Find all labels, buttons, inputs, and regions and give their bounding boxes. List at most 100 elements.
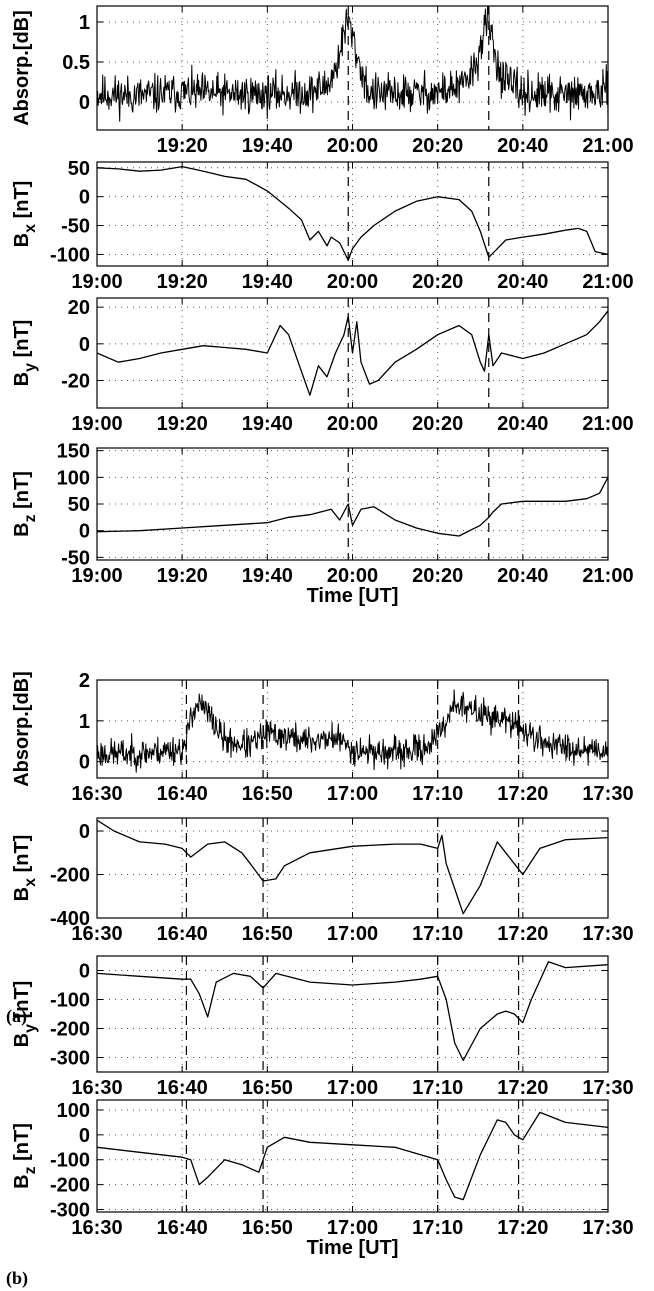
y-tick-label: -50: [61, 216, 90, 238]
x-tick-label: 17:20: [497, 783, 548, 805]
x-axis-label: Time [UT]: [307, 585, 399, 607]
y-tick-label: 50: [68, 494, 90, 516]
y-tick-label: 0: [79, 961, 90, 983]
x-tick-label: 19:20: [157, 565, 208, 587]
x-tick-label: 17:20: [497, 923, 548, 945]
figure-label-a: (a): [6, 1006, 27, 1027]
figure-label-b: (b): [6, 1268, 28, 1289]
x-tick-label: 19:00: [71, 271, 122, 293]
x-tick-label: 16:30: [71, 923, 122, 945]
y-tick-label: 1: [79, 711, 90, 733]
x-tick-label: 17:30: [582, 1077, 633, 1099]
series-line: [96, 961, 609, 1062]
y-tick-label: 0: [79, 187, 90, 209]
x-tick-label: 20:40: [497, 271, 548, 293]
x-tick-label: 19:20: [157, 271, 208, 293]
y-axis-label: Absorp.[dB]: [11, 10, 33, 126]
y-axis-label: Bz [nT]: [11, 471, 39, 537]
y-tick-label: 0: [79, 1125, 90, 1147]
x-tick-label: 21:00: [582, 271, 633, 293]
series-line: [96, 165, 609, 261]
x-tick-label: 16:50: [242, 923, 293, 945]
x-tick-label: 19:40: [242, 271, 293, 293]
x-tick-label: 20:00: [327, 413, 378, 435]
x-tick-label: 17:00: [327, 1217, 378, 1239]
chart-panel-7: -300 -200 -100 0 16:30 16:40 16:50 17:00 17:10 17…: [11, 955, 634, 1099]
y-tick-label: 2: [79, 670, 90, 692]
series-line: [96, 819, 609, 915]
y-tick-label: 0: [79, 334, 90, 356]
x-tick-label: 20:00: [327, 565, 378, 587]
y-tick-label: -200: [50, 865, 90, 887]
y-tick-label: -100: [50, 244, 90, 266]
x-tick-label: 16:40: [157, 1217, 208, 1239]
y-tick-label: 0: [79, 521, 90, 543]
y-tick-label: 100: [57, 467, 90, 489]
x-tick-label: 19:40: [242, 135, 293, 157]
plot-frame: [96, 447, 609, 561]
y-tick-label: -100: [50, 990, 90, 1012]
y-axis-label: By [nT]: [11, 320, 39, 387]
x-tick-label: 20:20: [412, 413, 463, 435]
y-tick-label: 1: [79, 12, 90, 34]
x-tick-label: 20:00: [327, 271, 378, 293]
x-tick-label: 16:40: [157, 1077, 208, 1099]
y-tick-label: -200: [50, 1019, 90, 1041]
y-tick-label: -100: [50, 1150, 90, 1172]
x-tick-label: 17:30: [582, 1217, 633, 1239]
x-tick-label: 19:20: [157, 135, 208, 157]
x-tick-label: 17:10: [412, 1217, 463, 1239]
y-tick-label: 0: [79, 821, 90, 843]
x-tick-label: 16:30: [71, 1217, 122, 1239]
y-tick-label: 150: [57, 441, 90, 463]
y-axis-label: Bx [nT]: [11, 835, 39, 902]
x-tick-label: 17:10: [412, 923, 463, 945]
x-tick-label: 21:00: [582, 135, 633, 157]
x-tick-label: 19:20: [157, 413, 208, 435]
series-line: [96, 5, 609, 122]
x-tick-label: 20:40: [497, 413, 548, 435]
y-tick-label: 0: [79, 92, 90, 114]
x-tick-label: 19:40: [242, 413, 293, 435]
x-tick-label: 20:20: [412, 565, 463, 587]
y-tick-label: 0.5: [62, 52, 90, 74]
y-tick-label: 0: [79, 752, 90, 774]
x-tick-label: 20:00: [327, 135, 378, 157]
series-line: [96, 689, 609, 773]
x-tick-label: 17:10: [412, 783, 463, 805]
x-tick-label: 16:30: [71, 1077, 122, 1099]
chart-panel-2: -100 -50 0 50 19:00 19:20 19:40 20:00 20:20 20:40…: [11, 158, 634, 293]
y-tick-label: -300: [50, 1200, 90, 1222]
y-axis-label: Bx [nT]: [11, 181, 39, 248]
x-tick-label: 17:00: [327, 1077, 378, 1099]
y-tick-label: 50: [68, 158, 90, 180]
y-tick-label: -20: [61, 371, 90, 393]
y-tick-label: -400: [50, 908, 90, 930]
y-tick-label: -300: [50, 1048, 90, 1070]
y-tick-label: -50: [61, 547, 90, 569]
x-tick-label: 19:00: [71, 565, 122, 587]
x-tick-label: 16:40: [157, 923, 208, 945]
x-tick-label: 16:50: [242, 783, 293, 805]
y-axis-label: Absorp.[dB]: [11, 671, 33, 787]
x-tick-label: 16:50: [242, 1077, 293, 1099]
y-tick-label: 100: [57, 1100, 90, 1122]
x-tick-label: 20:20: [412, 135, 463, 157]
x-tick-label: 21:00: [582, 565, 633, 587]
y-tick-label: -200: [50, 1175, 90, 1197]
series-line: [96, 310, 609, 396]
chart-panels: 0 0.5 1 19:20 19:40 20:00 20:20 20:40 21:00 Absor…: [11, 5, 634, 1259]
x-axis-label: Time [UT]: [307, 1237, 399, 1259]
y-tick-label: 20: [68, 297, 90, 319]
x-tick-label: 17:10: [412, 1077, 463, 1099]
x-tick-label: 17:20: [497, 1217, 548, 1239]
x-tick-label: 17:30: [582, 923, 633, 945]
series-line: [96, 1111, 609, 1201]
x-tick-label: 17:00: [327, 783, 378, 805]
x-tick-label: 19:00: [71, 413, 122, 435]
x-tick-label: 16:30: [71, 783, 122, 805]
x-tick-label: 20:40: [497, 565, 548, 587]
series-line: [96, 476, 609, 537]
chart-panel-5: 0 1 2 16:30 16:40 16:50 17:00 17:10 17:20 17:30 Ab…: [11, 670, 634, 805]
